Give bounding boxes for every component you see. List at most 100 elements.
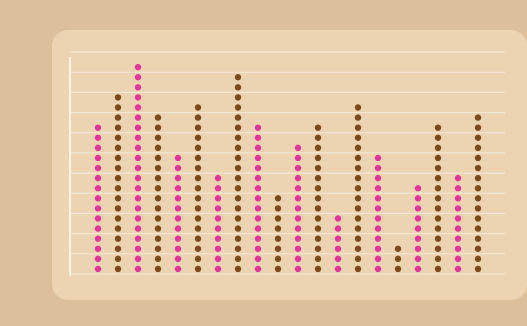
dot: [414, 195, 422, 202]
dot: [194, 195, 202, 202]
dot-column: [274, 195, 282, 273]
dot: [334, 255, 342, 263]
dot: [134, 84, 142, 91]
dot: [474, 174, 482, 182]
dot: [294, 245, 302, 252]
dot: [254, 205, 262, 212]
dot: [434, 195, 442, 202]
dot: [174, 255, 182, 263]
dot: [334, 245, 342, 252]
dot: [254, 185, 262, 192]
dot: [254, 174, 262, 182]
dot-column: [394, 245, 402, 273]
dot: [134, 94, 142, 101]
dot: [234, 104, 242, 111]
dot: [134, 114, 142, 121]
dot: [474, 255, 482, 263]
dot: [194, 245, 202, 252]
dot: [374, 205, 382, 212]
dot: [374, 225, 382, 232]
dot: [194, 255, 202, 263]
dot: [474, 144, 482, 152]
dot: [314, 215, 322, 222]
dot: [114, 185, 122, 192]
dot-column: [434, 124, 442, 273]
dot: [234, 154, 242, 162]
dot: [414, 235, 422, 242]
dot-column: [154, 114, 162, 273]
dot: [454, 205, 462, 212]
dot: [474, 134, 482, 141]
dot: [174, 154, 182, 162]
dot: [434, 215, 442, 222]
dot: [214, 174, 222, 182]
dot: [274, 225, 282, 232]
dot: [274, 215, 282, 222]
dot: [194, 205, 202, 212]
dot: [154, 255, 162, 263]
dot: [294, 164, 302, 172]
dot-column: [254, 124, 262, 273]
dot: [94, 195, 102, 202]
dot: [194, 265, 202, 273]
dot: [254, 265, 262, 273]
dot: [254, 154, 262, 162]
dot: [374, 185, 382, 192]
dot: [294, 154, 302, 162]
dot: [114, 195, 122, 202]
dot: [334, 215, 342, 222]
dot-column: [294, 144, 302, 273]
dot: [354, 114, 362, 121]
dot: [254, 164, 262, 172]
dot: [134, 245, 142, 252]
dot: [174, 235, 182, 242]
dot: [314, 134, 322, 141]
dot-column: [194, 104, 202, 273]
dot: [114, 134, 122, 141]
dot: [354, 205, 362, 212]
dot: [254, 144, 262, 152]
dot: [294, 205, 302, 212]
dot: [134, 144, 142, 152]
dot: [274, 265, 282, 273]
panel: [52, 30, 527, 300]
dot: [194, 144, 202, 152]
dot: [434, 164, 442, 172]
dot: [434, 144, 442, 152]
dot: [294, 174, 302, 182]
dot: [174, 205, 182, 212]
dot: [354, 185, 362, 192]
dot: [234, 185, 242, 192]
dot: [134, 225, 142, 232]
dot: [454, 245, 462, 252]
dot: [234, 94, 242, 101]
dot: [374, 195, 382, 202]
dot: [474, 164, 482, 172]
dot-column: [174, 154, 182, 273]
dot: [314, 255, 322, 263]
dot: [94, 255, 102, 263]
dot: [394, 265, 402, 273]
dot: [314, 195, 322, 202]
dot: [134, 205, 142, 212]
dot: [234, 265, 242, 273]
dot-column: [214, 174, 222, 273]
dot: [154, 205, 162, 212]
dot: [214, 225, 222, 232]
dot: [314, 174, 322, 182]
dot: [114, 154, 122, 162]
dot: [414, 205, 422, 212]
dot: [394, 245, 402, 252]
dot: [154, 114, 162, 121]
dot: [434, 225, 442, 232]
dot: [314, 245, 322, 252]
dot: [294, 225, 302, 232]
dot: [254, 235, 262, 242]
dot: [414, 215, 422, 222]
dot: [274, 255, 282, 263]
dot: [354, 104, 362, 111]
dot: [254, 245, 262, 252]
dot: [374, 154, 382, 162]
dot: [354, 134, 362, 141]
